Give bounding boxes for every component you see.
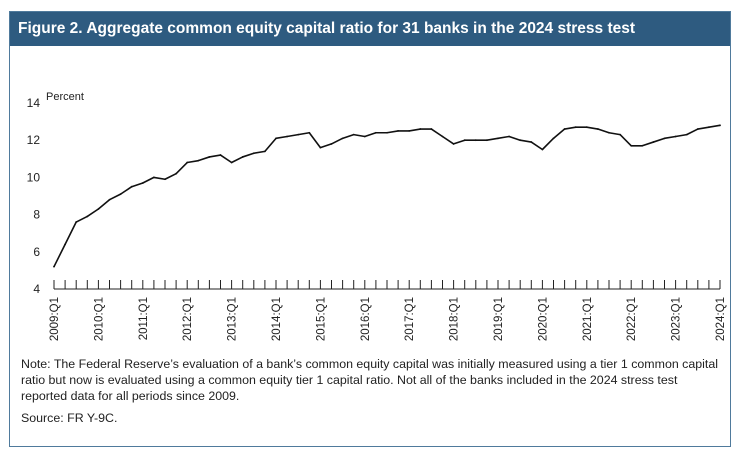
data-point xyxy=(508,135,510,138)
x-tick-label: 2010:Q1 xyxy=(93,297,105,341)
x-tick-label: 2015:Q1 xyxy=(315,297,327,341)
data-point xyxy=(341,137,344,140)
data-point xyxy=(441,135,444,138)
data-point xyxy=(286,135,288,138)
data-point xyxy=(375,131,377,134)
data-point xyxy=(330,143,333,145)
data-point xyxy=(397,130,399,132)
data-point xyxy=(608,131,610,134)
data-point xyxy=(552,137,555,140)
data-point xyxy=(530,141,533,143)
data-point xyxy=(486,139,488,142)
line-chart: Percent 4 6 8 10 12 14 2009:Q1 2010:Q1 2011:Q1 201… xyxy=(27,91,727,341)
figure-panel: Figure 2. Aggregate common equity capita… xyxy=(9,11,731,447)
data-point xyxy=(563,128,566,130)
y-tick-label: 14 xyxy=(27,96,41,110)
data-point xyxy=(275,137,277,140)
x-tick-label: 2024:Q1 xyxy=(715,297,727,341)
data-point xyxy=(153,176,155,179)
figure-note: Note: The Federal Reserve’s evaluation o… xyxy=(21,357,718,403)
y-tick-label: 6 xyxy=(33,245,40,259)
data-point xyxy=(108,198,111,201)
data-point xyxy=(186,161,189,164)
y-tick-label: 12 xyxy=(27,133,41,147)
x-tick-label: 2012:Q1 xyxy=(182,297,194,341)
data-point xyxy=(419,128,422,130)
data-point xyxy=(619,133,621,136)
data-point xyxy=(630,144,633,147)
data-point xyxy=(585,126,588,129)
data-point xyxy=(308,131,311,134)
data-point xyxy=(574,126,577,129)
data-point xyxy=(130,185,133,188)
data-point xyxy=(208,156,211,158)
data-point xyxy=(519,139,522,142)
figure-title: Figure 2. Aggregate common equity capita… xyxy=(10,12,730,46)
x-tick-label: 2011:Q1 xyxy=(138,297,150,340)
y-axis-label: Percent xyxy=(46,91,84,103)
y-tick-label: 4 xyxy=(33,282,40,296)
x-tick-label: 2020:Q1 xyxy=(537,297,549,341)
x-tick-label: 2021:Q1 xyxy=(582,297,594,341)
data-point xyxy=(230,161,233,164)
data-point xyxy=(53,265,55,268)
data-point xyxy=(497,137,499,140)
data-point xyxy=(141,182,144,184)
x-tick-label: 2018:Q1 xyxy=(449,297,461,341)
data-point xyxy=(197,159,200,162)
data-point xyxy=(685,133,688,136)
data-point xyxy=(652,141,655,143)
data-point xyxy=(352,133,355,136)
x-tick-label: 2017:Q1 xyxy=(404,297,416,341)
data-point xyxy=(641,144,644,147)
data-point xyxy=(452,143,455,145)
data-point xyxy=(696,128,699,130)
data-point xyxy=(719,124,721,127)
x-tick-label: 2014:Q1 xyxy=(271,297,283,341)
data-point xyxy=(663,137,666,140)
data-point xyxy=(319,146,322,149)
data-point xyxy=(674,135,677,138)
series-line xyxy=(53,124,721,268)
x-tick-label: 2023:Q1 xyxy=(671,297,683,341)
data-point xyxy=(64,243,66,246)
data-point xyxy=(219,154,222,156)
data-point xyxy=(363,135,366,138)
y-tick-label: 10 xyxy=(27,170,41,184)
figure-source: Source: FR Y-9C. xyxy=(21,411,118,425)
data-point xyxy=(408,130,411,132)
data-point xyxy=(252,152,255,155)
data-point xyxy=(175,172,178,175)
data-point xyxy=(474,139,477,142)
data-point xyxy=(297,133,300,136)
data-point xyxy=(264,150,266,153)
data-point xyxy=(164,178,166,181)
data-point xyxy=(75,221,78,223)
x-tick-label: 2009:Q1 xyxy=(49,297,61,341)
data-point xyxy=(708,126,710,129)
data-point xyxy=(119,193,122,196)
data-point xyxy=(541,148,544,151)
data-point xyxy=(241,156,244,158)
x-tick-label: 2019:Q1 xyxy=(493,297,505,341)
data-point xyxy=(386,131,388,134)
data-point xyxy=(430,128,433,130)
data-point xyxy=(463,139,466,142)
x-tick-label: 2022:Q1 xyxy=(626,297,638,341)
x-tick-label: 2016:Q1 xyxy=(360,297,372,341)
data-point xyxy=(86,215,89,218)
data-point xyxy=(97,208,100,210)
y-tick-label: 8 xyxy=(33,208,40,222)
data-point xyxy=(597,128,599,130)
x-tick-label: 2013:Q1 xyxy=(227,297,239,341)
